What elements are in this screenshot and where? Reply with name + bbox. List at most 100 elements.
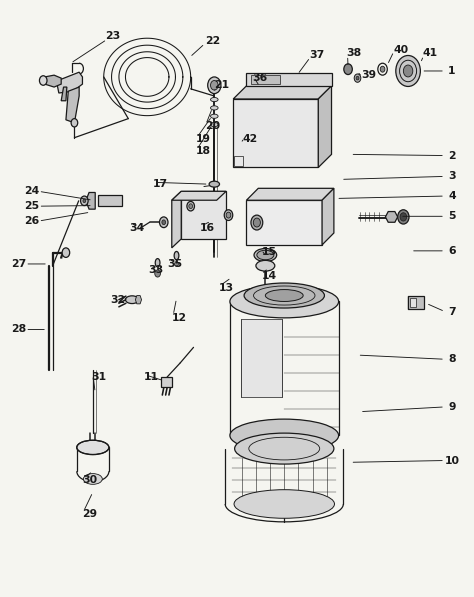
Text: 9: 9: [448, 402, 456, 412]
Ellipse shape: [265, 290, 303, 301]
Bar: [251, 75, 280, 84]
Ellipse shape: [254, 248, 277, 261]
Polygon shape: [318, 86, 331, 168]
Text: 3: 3: [448, 171, 456, 181]
Circle shape: [400, 213, 407, 221]
Ellipse shape: [155, 259, 160, 267]
Polygon shape: [136, 296, 142, 304]
Text: 18: 18: [195, 146, 210, 156]
Circle shape: [396, 56, 420, 87]
Circle shape: [344, 64, 352, 75]
Ellipse shape: [210, 97, 218, 101]
Text: 32: 32: [110, 295, 126, 304]
Text: 4: 4: [448, 191, 456, 201]
Text: 8: 8: [448, 354, 456, 364]
Ellipse shape: [251, 215, 263, 230]
Text: 37: 37: [309, 51, 324, 60]
Ellipse shape: [234, 490, 335, 518]
Text: 28: 28: [11, 325, 26, 334]
Bar: [234, 156, 243, 167]
Text: 23: 23: [106, 32, 121, 41]
Text: 7: 7: [448, 307, 456, 316]
Text: 24: 24: [24, 186, 39, 196]
Text: 10: 10: [445, 456, 459, 466]
Circle shape: [354, 74, 361, 82]
Ellipse shape: [210, 106, 218, 110]
Circle shape: [403, 65, 413, 77]
Ellipse shape: [83, 473, 102, 484]
Circle shape: [71, 119, 78, 127]
Ellipse shape: [77, 440, 109, 454]
Text: 17: 17: [153, 179, 168, 189]
Ellipse shape: [230, 419, 338, 452]
Circle shape: [81, 196, 88, 205]
Ellipse shape: [126, 296, 139, 303]
Circle shape: [356, 76, 359, 80]
Text: 35: 35: [167, 259, 182, 269]
Text: 31: 31: [91, 372, 107, 382]
Ellipse shape: [209, 181, 219, 187]
Ellipse shape: [253, 218, 260, 227]
Polygon shape: [246, 188, 334, 200]
Bar: [408, 296, 424, 309]
Bar: [246, 200, 322, 245]
Circle shape: [62, 248, 70, 257]
Ellipse shape: [256, 260, 275, 271]
Polygon shape: [66, 87, 79, 123]
Circle shape: [210, 81, 218, 90]
Circle shape: [208, 77, 221, 94]
Text: 16: 16: [200, 223, 215, 233]
Polygon shape: [56, 72, 82, 93]
Circle shape: [189, 204, 192, 208]
Text: 34: 34: [129, 223, 145, 233]
Text: 11: 11: [144, 372, 158, 382]
Text: 19: 19: [195, 134, 210, 144]
Ellipse shape: [257, 250, 274, 260]
Polygon shape: [172, 191, 226, 200]
Text: 40: 40: [394, 45, 409, 54]
Ellipse shape: [210, 114, 218, 118]
Text: 27: 27: [11, 259, 26, 269]
Polygon shape: [86, 192, 95, 209]
Text: 30: 30: [82, 475, 97, 485]
Bar: [161, 377, 172, 387]
Circle shape: [398, 210, 409, 224]
Ellipse shape: [174, 251, 179, 260]
Text: 2: 2: [448, 150, 456, 161]
Ellipse shape: [244, 283, 324, 308]
Ellipse shape: [224, 210, 233, 220]
Text: 5: 5: [448, 211, 456, 221]
Text: 36: 36: [252, 73, 267, 83]
Ellipse shape: [230, 285, 338, 318]
Text: 42: 42: [243, 134, 258, 144]
Circle shape: [39, 76, 47, 85]
Polygon shape: [172, 191, 181, 248]
Ellipse shape: [226, 212, 231, 218]
Bar: [233, 99, 318, 168]
Circle shape: [155, 270, 160, 277]
Text: 29: 29: [82, 509, 97, 519]
Circle shape: [83, 199, 86, 202]
Polygon shape: [45, 75, 61, 87]
Bar: [181, 191, 226, 239]
Text: 25: 25: [24, 201, 39, 211]
Text: 33: 33: [148, 265, 164, 275]
Bar: [410, 298, 416, 307]
Circle shape: [174, 261, 178, 266]
Polygon shape: [233, 86, 331, 99]
Text: 39: 39: [361, 70, 376, 80]
Circle shape: [187, 201, 194, 211]
Text: 13: 13: [219, 283, 234, 293]
Polygon shape: [61, 87, 67, 101]
Text: 22: 22: [205, 36, 220, 46]
Text: 12: 12: [172, 313, 187, 322]
Text: 14: 14: [262, 271, 277, 281]
Polygon shape: [322, 188, 334, 245]
Text: 1: 1: [448, 66, 456, 76]
Text: 21: 21: [214, 80, 229, 90]
Circle shape: [159, 217, 168, 227]
Circle shape: [380, 66, 385, 72]
Text: 26: 26: [24, 216, 39, 226]
Text: 6: 6: [448, 246, 456, 256]
Text: 20: 20: [205, 121, 220, 131]
